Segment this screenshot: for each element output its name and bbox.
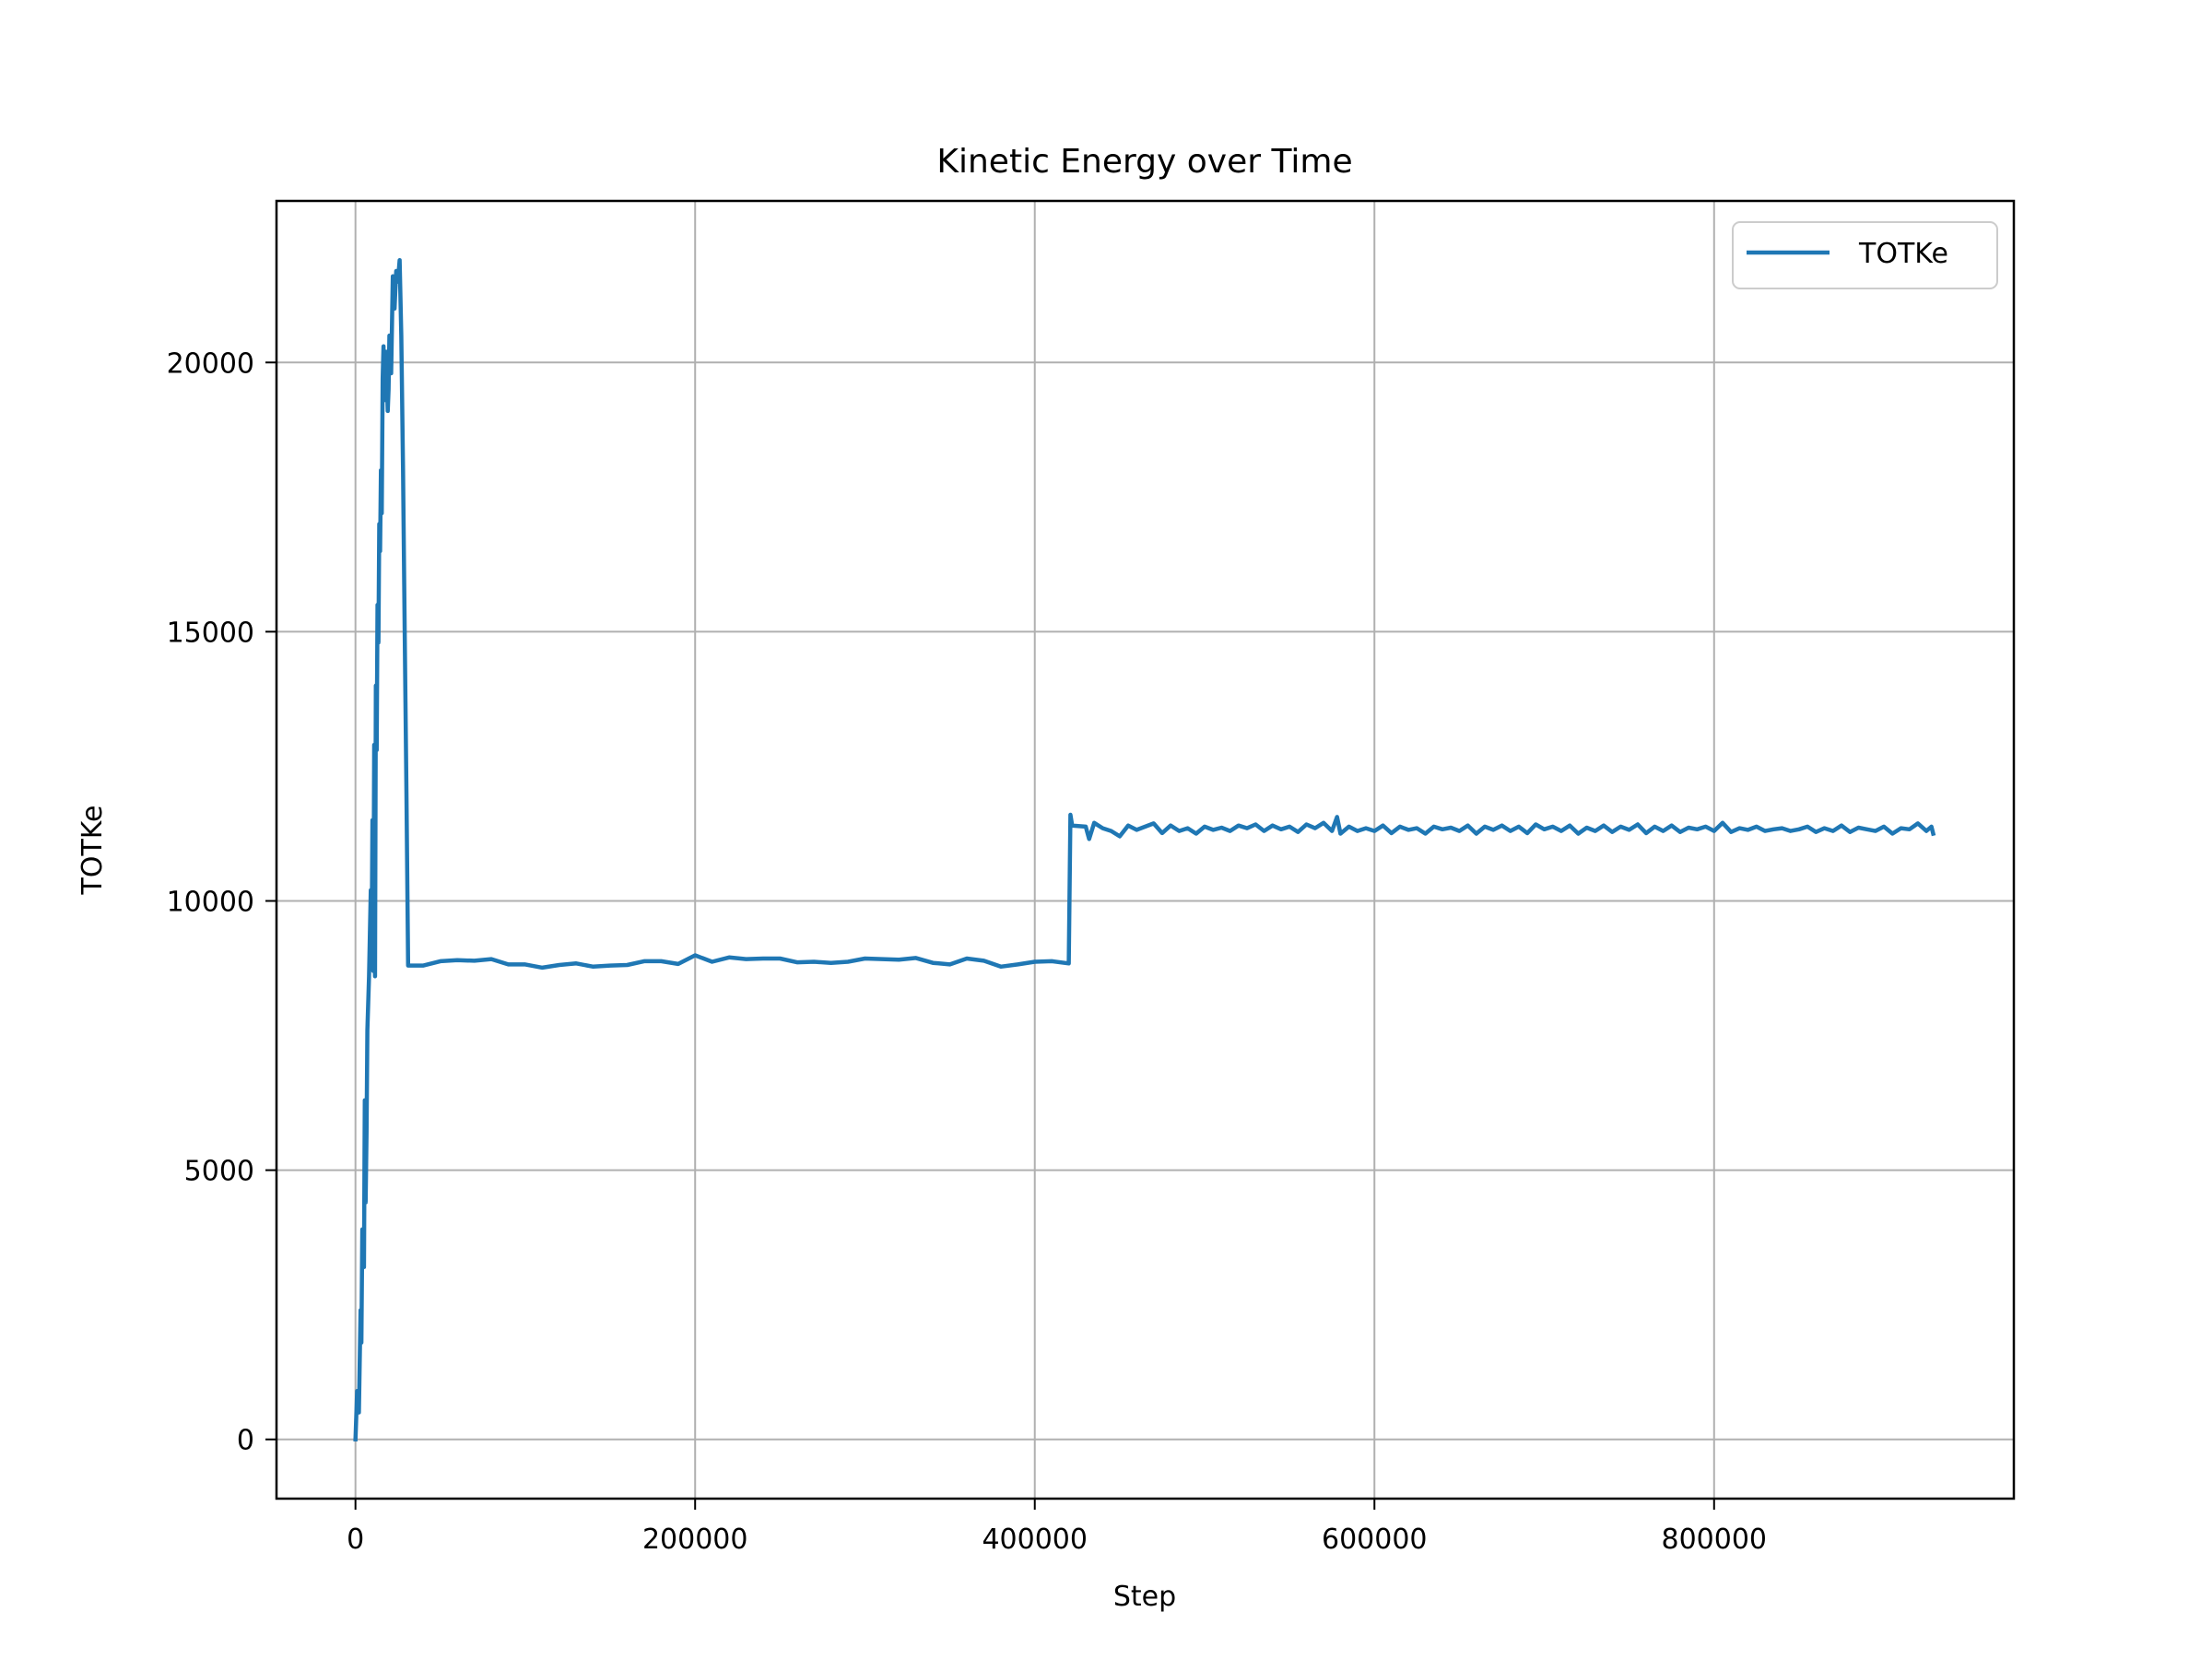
- grid-lines: [276, 201, 2014, 1499]
- chart-title: Kinetic Energy over Time: [936, 143, 1352, 181]
- legend-label: TOTKe: [1858, 238, 1948, 270]
- x-tick-label: 0: [347, 1524, 364, 1556]
- legend: TOTKe: [1732, 221, 1998, 289]
- series-line-totke: [353, 258, 1936, 1442]
- y-tick-label: 20000: [167, 347, 254, 380]
- axes-frame: [275, 199, 2016, 1500]
- x-tick-label: 800000: [1662, 1524, 1768, 1556]
- y-tick-label: 10000: [167, 887, 254, 919]
- y-tick-label: 15000: [167, 617, 254, 649]
- x-tick-label: 600000: [1322, 1524, 1428, 1556]
- tick-layer: 0 200000 400000 600000 800000 0 5000 10000 15000…: [167, 347, 1767, 1556]
- x-tick-label: 200000: [642, 1524, 748, 1556]
- x-axis-label: Step: [1113, 1581, 1176, 1613]
- y-tick-label: 5000: [184, 1156, 254, 1188]
- legend-box: [1732, 221, 1998, 289]
- y-axis-label: TOTKe: [76, 806, 109, 896]
- x-tick-label: 400000: [982, 1524, 1088, 1556]
- y-tick-label: 0: [237, 1425, 254, 1457]
- series-layer: [353, 258, 1936, 1442]
